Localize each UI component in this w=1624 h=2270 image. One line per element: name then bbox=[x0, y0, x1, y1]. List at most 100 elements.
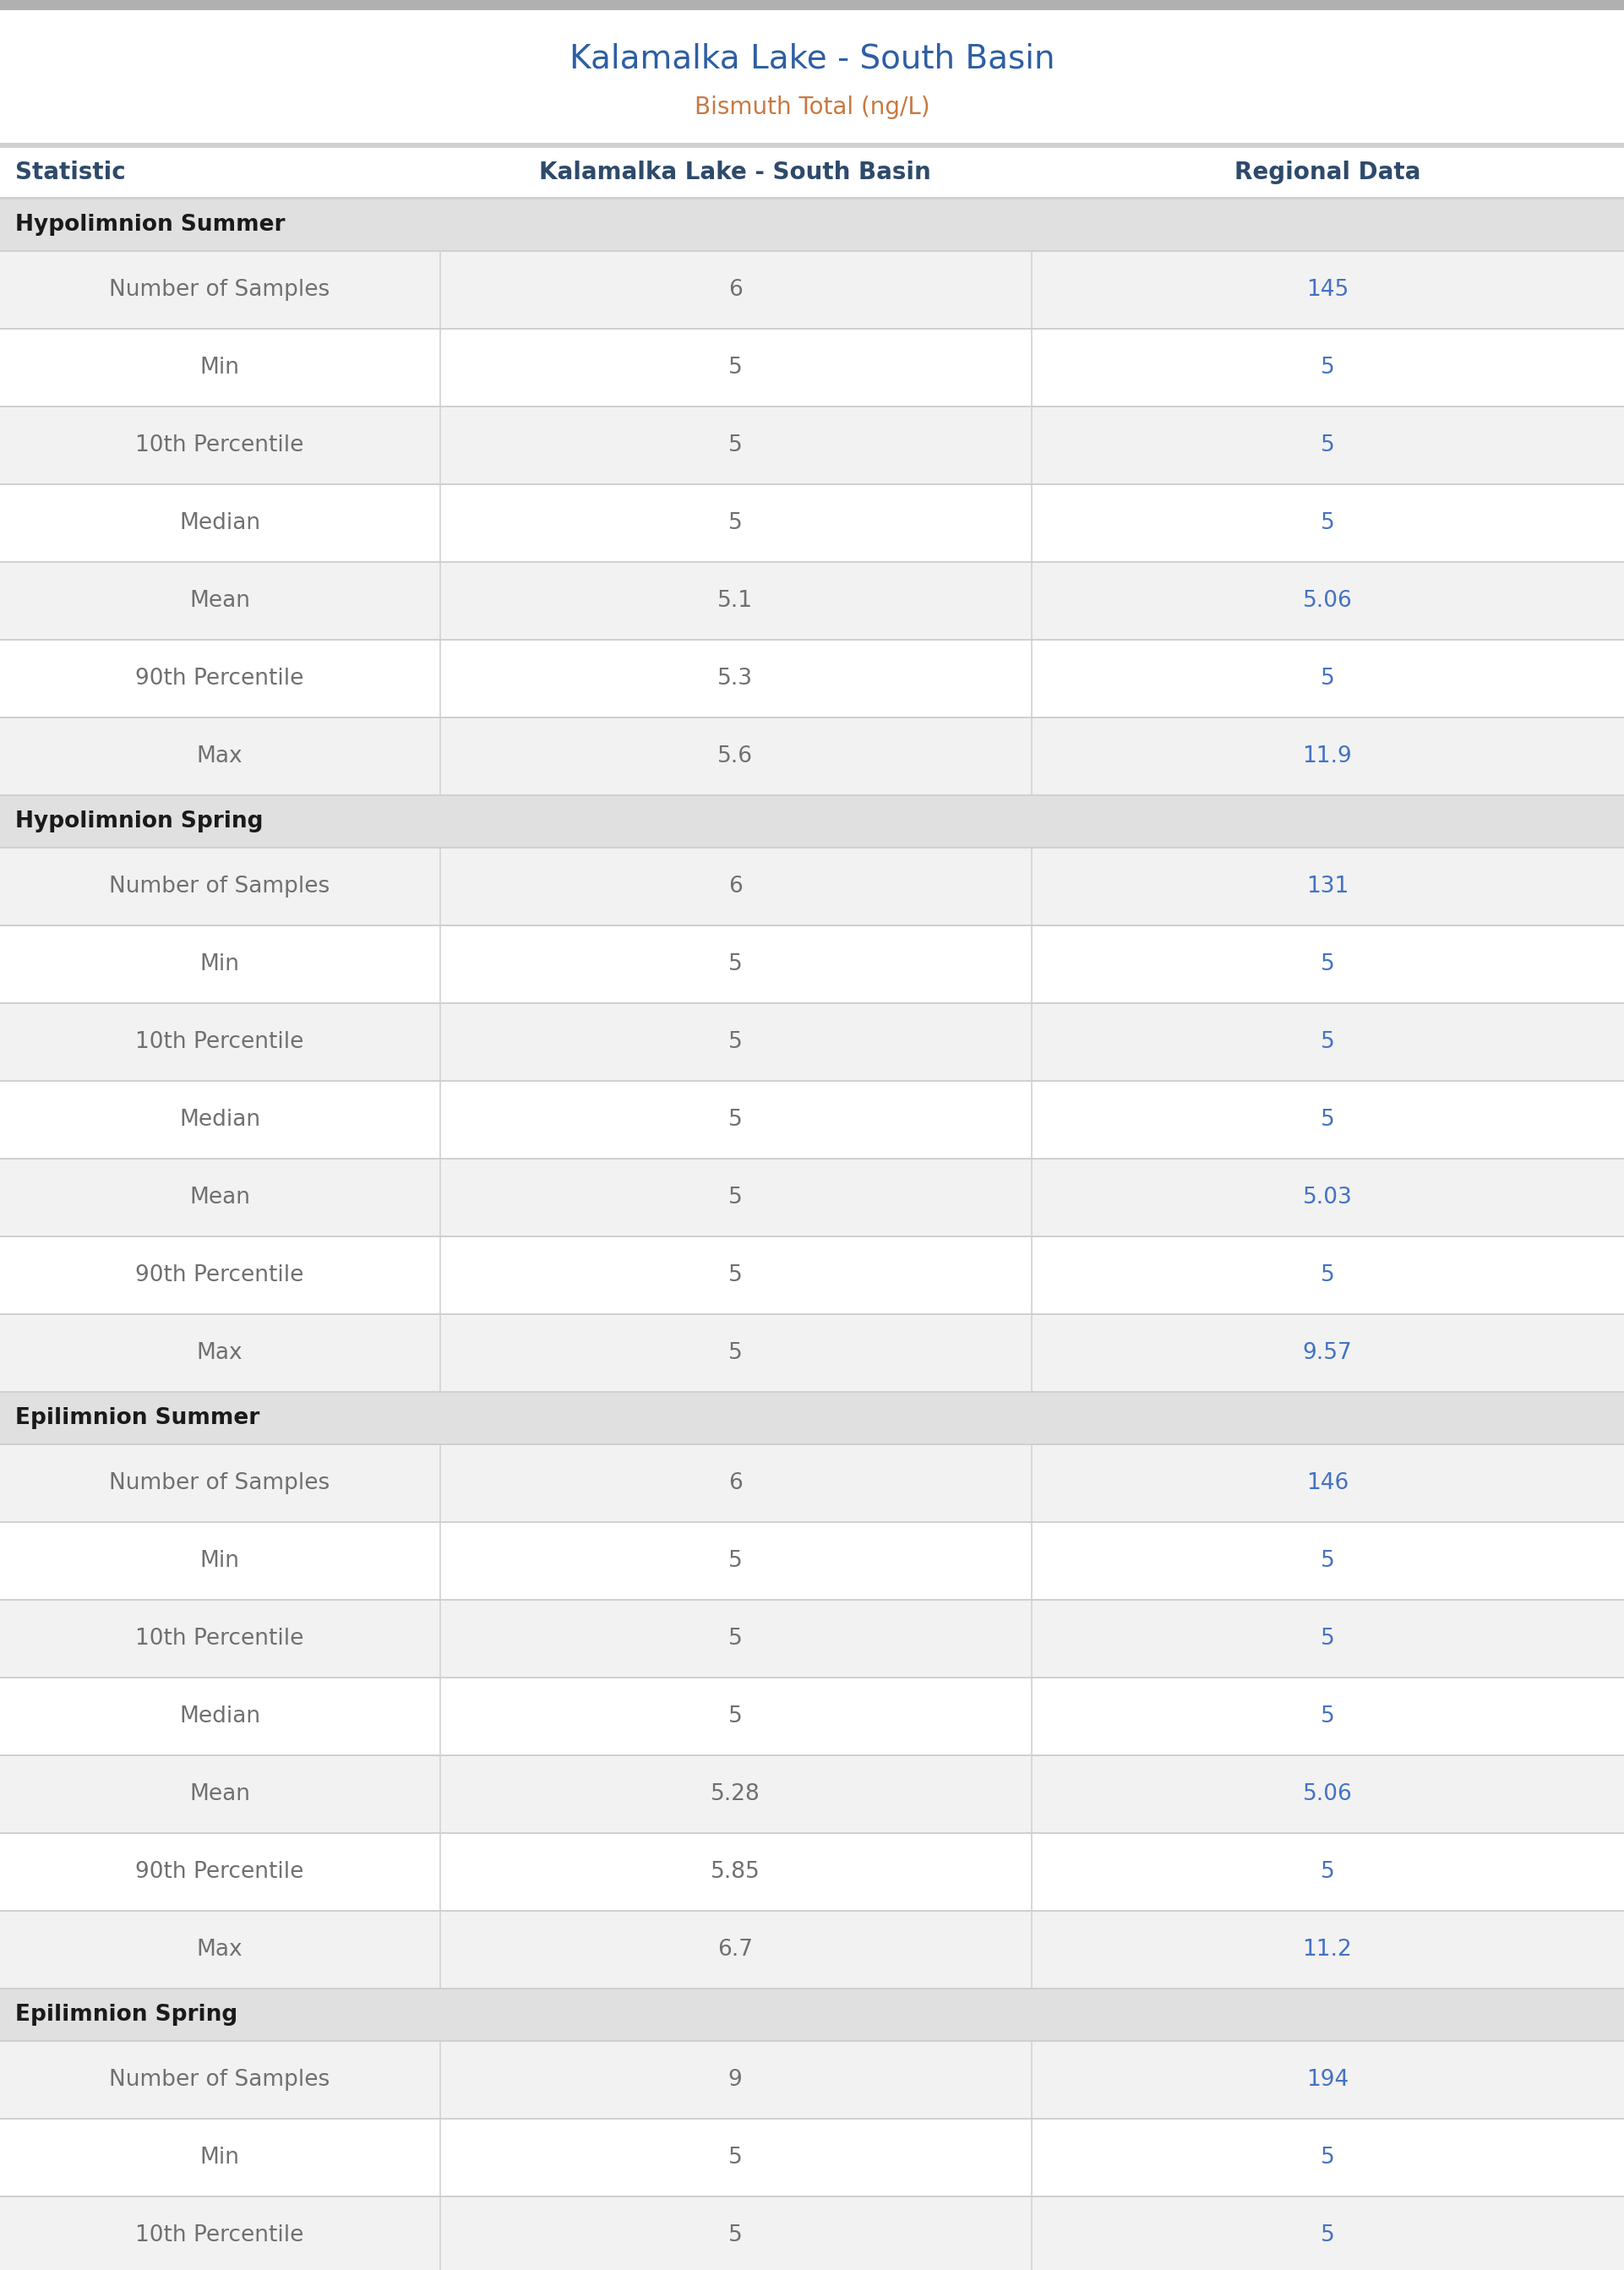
Text: Median: Median bbox=[179, 513, 260, 533]
Bar bbox=[1031, 640, 1033, 717]
Text: Max: Max bbox=[197, 1939, 242, 1961]
Text: 9.57: 9.57 bbox=[1302, 1342, 1353, 1364]
Text: 90th Percentile: 90th Percentile bbox=[135, 667, 304, 690]
Bar bbox=[1031, 1446, 1033, 1521]
Text: 10th Percentile: 10th Percentile bbox=[135, 434, 304, 456]
Bar bbox=[1031, 2041, 1033, 2118]
Text: 5.3: 5.3 bbox=[718, 667, 754, 690]
Text: Kalamalka Lake - South Basin: Kalamalka Lake - South Basin bbox=[570, 43, 1054, 75]
Bar bbox=[0, 1989, 1624, 2041]
Bar bbox=[1031, 329, 1033, 406]
Text: Number of Samples: Number of Samples bbox=[109, 876, 330, 897]
Bar bbox=[0, 0, 1624, 9]
Text: 5: 5 bbox=[728, 356, 742, 379]
Bar bbox=[0, 252, 1624, 327]
Bar bbox=[0, 1003, 1624, 1081]
Bar bbox=[0, 1394, 1624, 1444]
Bar bbox=[1031, 406, 1033, 484]
Text: Max: Max bbox=[197, 745, 242, 767]
Text: Median: Median bbox=[179, 1705, 260, 1727]
Text: 5: 5 bbox=[728, 953, 742, 976]
Bar bbox=[1031, 849, 1033, 924]
Bar bbox=[0, 143, 1624, 148]
Text: Mean: Mean bbox=[190, 1187, 250, 1208]
Bar bbox=[1031, 1003, 1033, 1081]
Text: 5: 5 bbox=[1320, 1705, 1335, 1727]
Bar bbox=[1031, 926, 1033, 1003]
Bar bbox=[440, 1678, 442, 1755]
Text: 5.85: 5.85 bbox=[710, 1861, 760, 1882]
Text: Min: Min bbox=[200, 356, 240, 379]
Text: 5: 5 bbox=[728, 1550, 742, 1571]
Text: 11.9: 11.9 bbox=[1302, 745, 1353, 767]
Text: 10th Percentile: 10th Percentile bbox=[135, 2225, 304, 2247]
Text: Mean: Mean bbox=[190, 1784, 250, 1805]
Text: 90th Percentile: 90th Percentile bbox=[135, 1264, 304, 1287]
Text: Regional Data: Regional Data bbox=[1234, 161, 1421, 184]
Text: Number of Samples: Number of Samples bbox=[109, 1473, 330, 1494]
Bar bbox=[1031, 563, 1033, 638]
Bar bbox=[0, 2197, 1624, 2270]
Bar bbox=[440, 926, 442, 1003]
Bar bbox=[0, 1678, 1624, 1755]
Text: Bismuth Total (ng/L): Bismuth Total (ng/L) bbox=[695, 95, 929, 118]
Text: 90th Percentile: 90th Percentile bbox=[135, 1861, 304, 1882]
Text: 11.2: 11.2 bbox=[1302, 1939, 1353, 1961]
Bar bbox=[1031, 486, 1033, 561]
Text: Statistic: Statistic bbox=[15, 161, 125, 184]
Bar bbox=[440, 1446, 442, 1521]
Bar bbox=[0, 1237, 1624, 1314]
Bar bbox=[1031, 1834, 1033, 1909]
Text: 6: 6 bbox=[728, 1473, 742, 1494]
Text: 5: 5 bbox=[1320, 1031, 1335, 1053]
Bar bbox=[440, 486, 442, 561]
Bar bbox=[0, 406, 1624, 484]
Text: 5: 5 bbox=[1320, 434, 1335, 456]
Bar bbox=[440, 252, 442, 327]
Text: Mean: Mean bbox=[190, 590, 250, 613]
Text: 5: 5 bbox=[1320, 2147, 1335, 2168]
Text: 5: 5 bbox=[1320, 513, 1335, 533]
Bar bbox=[0, 197, 1624, 200]
Text: Min: Min bbox=[200, 1550, 240, 1571]
Text: Epilimnion Summer: Epilimnion Summer bbox=[15, 1407, 260, 1430]
Bar bbox=[0, 1523, 1624, 1598]
Bar bbox=[440, 1237, 442, 1314]
Text: Number of Samples: Number of Samples bbox=[109, 2068, 330, 2091]
Bar bbox=[0, 1757, 1624, 1832]
Bar bbox=[1031, 1083, 1033, 1158]
Bar bbox=[1031, 1911, 1033, 1989]
Bar bbox=[440, 1523, 442, 1598]
Bar bbox=[440, 640, 442, 717]
Bar bbox=[440, 329, 442, 406]
Text: 5: 5 bbox=[1320, 953, 1335, 976]
Text: 5: 5 bbox=[728, 1187, 742, 1208]
Bar bbox=[0, 148, 1624, 197]
Bar bbox=[0, 2120, 1624, 2195]
Text: 5: 5 bbox=[1320, 1550, 1335, 1571]
Text: 5: 5 bbox=[728, 1108, 742, 1130]
Bar bbox=[0, 2041, 1624, 2118]
Bar bbox=[1031, 1160, 1033, 1235]
Text: 5: 5 bbox=[728, 1628, 742, 1650]
Bar bbox=[0, 200, 1624, 250]
Text: 5.03: 5.03 bbox=[1302, 1187, 1353, 1208]
Bar bbox=[440, 1911, 442, 1989]
Text: 5: 5 bbox=[1320, 1264, 1335, 1287]
Text: 5.06: 5.06 bbox=[1302, 1784, 1353, 1805]
Text: Hypolimnion Spring: Hypolimnion Spring bbox=[15, 810, 263, 833]
Text: Min: Min bbox=[200, 953, 240, 976]
Text: 5.1: 5.1 bbox=[718, 590, 754, 613]
Bar bbox=[0, 9, 1624, 148]
Bar bbox=[1031, 252, 1033, 327]
Bar bbox=[1031, 2197, 1033, 2270]
Bar bbox=[440, 406, 442, 484]
Text: 5: 5 bbox=[1320, 1628, 1335, 1650]
Text: 6.7: 6.7 bbox=[718, 1939, 754, 1961]
Bar bbox=[1031, 2120, 1033, 2195]
Bar bbox=[0, 797, 1624, 847]
Text: Epilimnion Spring: Epilimnion Spring bbox=[15, 2004, 237, 2025]
Text: Max: Max bbox=[197, 1342, 242, 1364]
Bar bbox=[0, 849, 1624, 924]
Text: 5: 5 bbox=[728, 1705, 742, 1727]
